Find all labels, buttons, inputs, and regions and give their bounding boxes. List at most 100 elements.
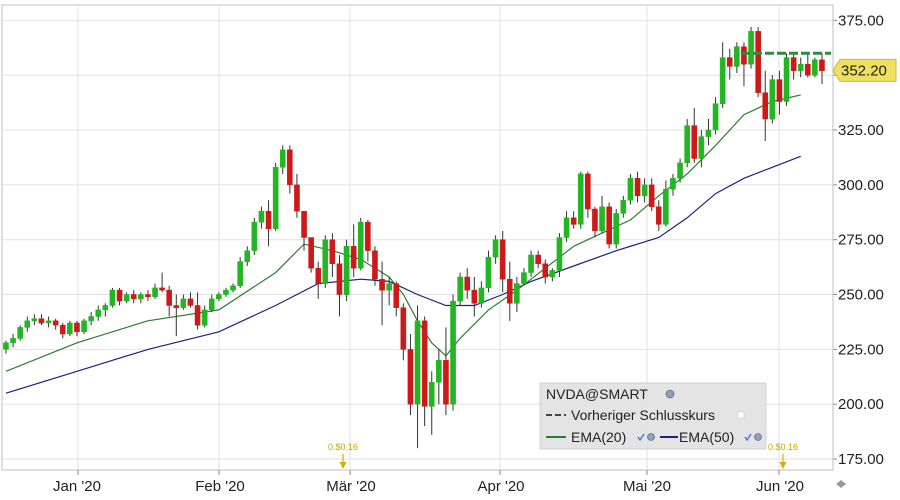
candle-body — [684, 125, 690, 164]
candle — [521, 268, 527, 286]
candle — [471, 276, 478, 317]
candle-layer — [3, 26, 825, 449]
candle — [698, 130, 705, 168]
candle — [24, 316, 31, 332]
candle-body — [208, 298, 215, 311]
candle — [173, 294, 180, 337]
candle — [627, 173, 634, 205]
candle — [620, 195, 627, 218]
candle-body — [159, 287, 165, 291]
legend-label-prev-close: Vorheriger Schlusskurs — [571, 407, 715, 423]
y-tick-label: 225.00 — [838, 341, 884, 358]
candle-body — [315, 267, 322, 284]
candle-body — [123, 294, 130, 302]
candle — [400, 303, 407, 361]
candle — [570, 211, 577, 229]
candle — [457, 272, 463, 306]
candle — [237, 257, 243, 288]
candle-body — [223, 289, 229, 295]
candle — [719, 42, 726, 109]
candle-body — [499, 239, 506, 280]
dividend-layer: 0.$0.16 0.$0.16 — [328, 442, 798, 469]
candle-body — [577, 173, 584, 225]
candle — [308, 237, 314, 273]
candle-body — [365, 221, 371, 251]
x-month-label: Jun '20 — [756, 478, 804, 495]
candle-body — [436, 360, 442, 383]
candle-body — [719, 57, 726, 104]
candle — [294, 173, 300, 218]
candle-body — [748, 31, 754, 65]
settings-icon[interactable] — [754, 433, 762, 441]
x-month-label: Jan '20 — [53, 478, 101, 495]
dividend-arrow-icon — [339, 462, 347, 469]
candle-body — [712, 103, 719, 131]
candle-body — [67, 322, 73, 335]
candle-body — [45, 320, 52, 324]
candle — [166, 285, 172, 317]
candle-body — [535, 254, 541, 265]
candle — [762, 70, 769, 141]
candle-body — [790, 57, 797, 72]
settings-icon[interactable] — [665, 389, 675, 399]
candle-body — [350, 246, 357, 269]
candle — [45, 316, 52, 328]
candle-body — [556, 237, 563, 271]
candle-body — [74, 322, 80, 333]
candle-body — [166, 289, 172, 306]
candle — [805, 53, 811, 78]
settings-icon[interactable] — [647, 433, 655, 441]
candle-body — [322, 239, 329, 284]
candle — [357, 217, 364, 271]
x-month-label: Feb '20 — [195, 478, 245, 495]
candle — [478, 281, 485, 308]
candle-body — [655, 206, 662, 225]
legend-title: NVDA@SMART — [546, 386, 648, 402]
candle — [201, 305, 208, 328]
candle-body — [421, 320, 428, 407]
candle — [322, 235, 329, 288]
candle — [67, 320, 73, 337]
candle-body — [670, 178, 676, 190]
candle — [797, 57, 804, 78]
candle — [421, 316, 428, 427]
dividend-arrow-icon — [779, 462, 787, 469]
candle — [386, 276, 392, 306]
candle — [506, 261, 513, 321]
candle — [492, 235, 499, 264]
scroll-arrow-icon[interactable] — [836, 480, 846, 488]
candle — [123, 292, 130, 304]
candle — [251, 217, 258, 256]
candle-body — [59, 324, 66, 335]
candle-body — [819, 59, 825, 72]
candle — [726, 48, 733, 80]
candle — [350, 224, 357, 277]
candle-body — [549, 270, 556, 278]
candle-body — [109, 289, 116, 306]
candle — [95, 305, 102, 321]
y-tick-label: 375.00 — [838, 12, 884, 29]
candle — [705, 119, 712, 146]
candle-body — [506, 278, 513, 304]
candle — [258, 206, 265, 229]
check-icon[interactable] — [744, 433, 752, 442]
candle-body — [407, 349, 414, 405]
candle — [109, 287, 116, 308]
candle-body — [542, 263, 549, 278]
candle — [528, 250, 534, 277]
candle-body — [201, 309, 208, 326]
candle — [343, 239, 350, 302]
y-tick-label: 200.00 — [838, 396, 884, 413]
x-month-label: Mai '20 — [623, 478, 671, 495]
candle — [712, 97, 719, 135]
candle-body — [301, 210, 307, 238]
candle — [393, 281, 400, 317]
candle-body — [563, 217, 570, 238]
visibility-toggle-icon[interactable] — [737, 411, 745, 419]
candle-body — [634, 178, 641, 197]
candle — [52, 318, 59, 330]
candle-body — [570, 217, 577, 225]
candle-body — [698, 136, 705, 159]
check-icon[interactable] — [637, 433, 645, 442]
